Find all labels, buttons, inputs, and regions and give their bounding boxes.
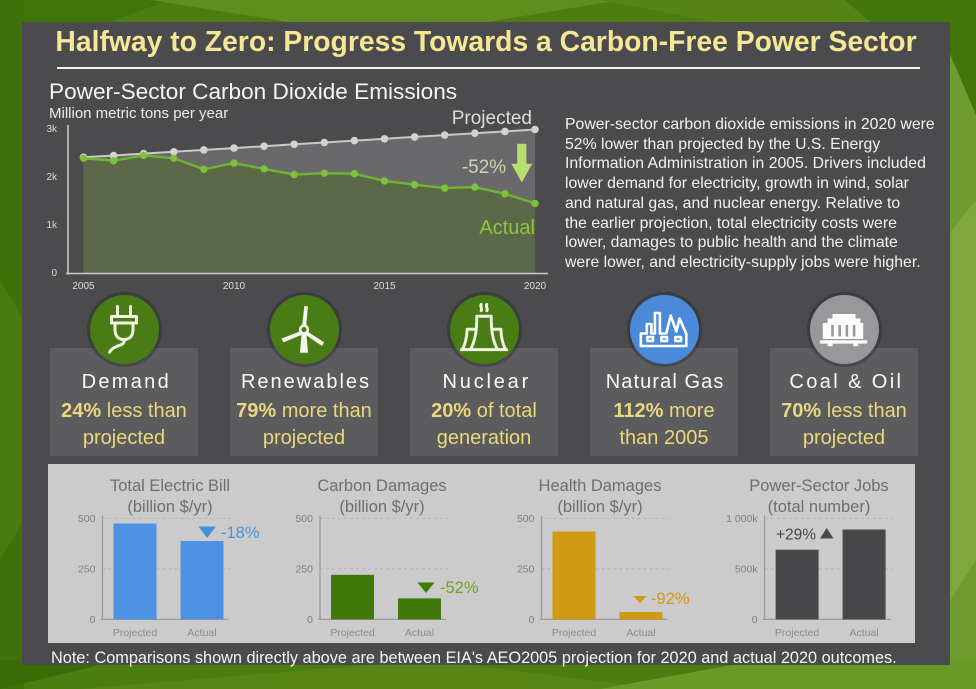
svg-text:-18%: -18%	[221, 524, 260, 542]
svg-text:500: 500	[517, 513, 535, 525]
svg-text:(total number): (total number)	[768, 498, 871, 516]
svg-text:Projected: Projected	[452, 110, 532, 129]
svg-text:+29%: +29%	[776, 527, 816, 544]
svg-text:-52%: -52%	[440, 579, 479, 597]
svg-text:Power-Sector Jobs: Power-Sector Jobs	[749, 477, 888, 495]
svg-text:Projected: Projected	[330, 627, 375, 639]
svg-text:2015: 2015	[373, 281, 396, 292]
svg-text:1k: 1k	[46, 220, 58, 231]
svg-text:0: 0	[752, 614, 758, 626]
svg-text:Projected: Projected	[775, 627, 820, 639]
svg-text:250: 250	[78, 563, 96, 575]
svg-text:Total Electric Bill: Total Electric Bill	[110, 477, 230, 495]
svg-text:2020: 2020	[524, 281, 547, 292]
svg-text:Actual: Actual	[626, 627, 655, 639]
svg-text:0: 0	[529, 614, 535, 626]
svg-text:Actual: Actual	[479, 217, 535, 239]
svg-text:1 000k: 1 000k	[726, 513, 758, 525]
svg-text:Actual: Actual	[187, 627, 216, 639]
svg-text:500k: 500k	[735, 563, 759, 575]
svg-text:2k: 2k	[46, 172, 58, 183]
svg-text:500: 500	[295, 513, 313, 525]
svg-text:-52%: -52%	[462, 157, 506, 178]
svg-text:3k: 3k	[46, 124, 58, 135]
svg-text:0: 0	[51, 268, 57, 279]
svg-text:Projected: Projected	[113, 627, 158, 639]
svg-text:Actual: Actual	[850, 627, 879, 639]
svg-text:Actual: Actual	[405, 627, 434, 639]
svg-text:(billion $/yr): (billion $/yr)	[127, 498, 212, 516]
svg-text:500: 500	[78, 513, 96, 525]
svg-text:2005: 2005	[72, 281, 95, 292]
svg-text:2010: 2010	[223, 281, 246, 292]
svg-text:(billion $/yr): (billion $/yr)	[339, 498, 424, 516]
svg-text:0: 0	[307, 614, 313, 626]
svg-text:-92%: -92%	[651, 590, 690, 608]
svg-text:Carbon Damages: Carbon Damages	[317, 477, 446, 495]
svg-text:Projected: Projected	[552, 627, 597, 639]
svg-text:(billion $/yr): (billion $/yr)	[557, 498, 642, 516]
svg-text:0: 0	[90, 614, 96, 626]
svg-text:250: 250	[295, 563, 313, 575]
svg-text:Health Damages: Health Damages	[539, 477, 662, 495]
svg-text:250: 250	[517, 563, 535, 575]
